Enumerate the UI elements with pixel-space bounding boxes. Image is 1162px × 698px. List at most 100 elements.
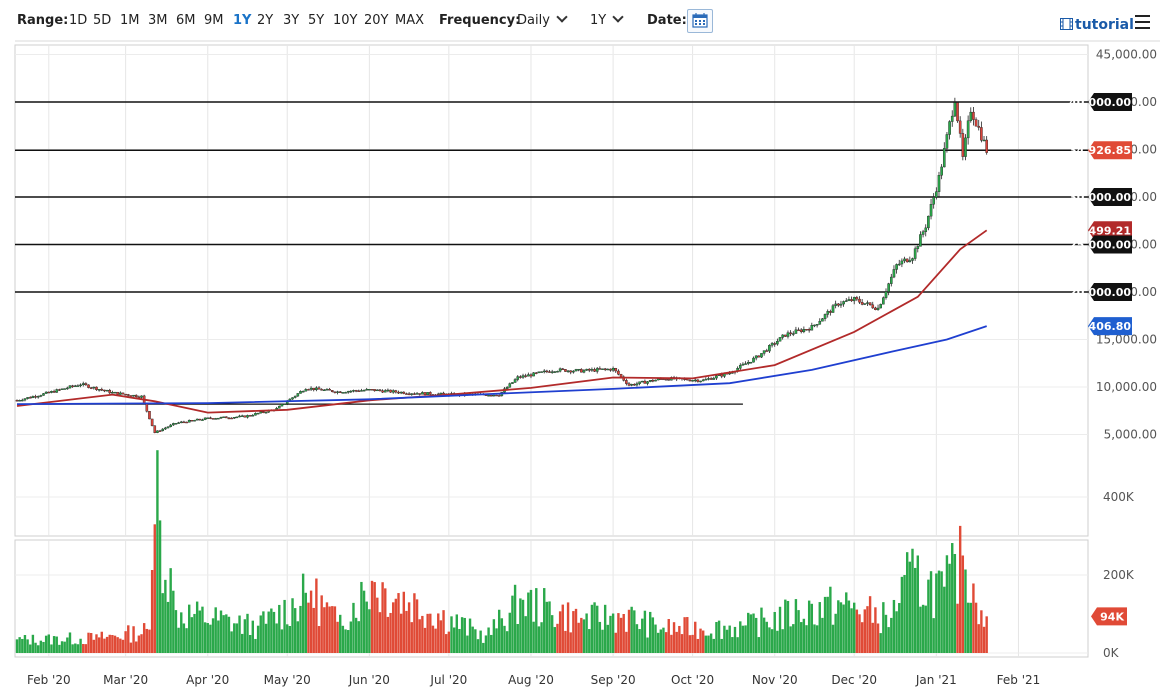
volume-bar (362, 590, 366, 653)
candle-body (908, 260, 912, 263)
candle-body (786, 332, 790, 337)
x-tick-label: Jun '20 (348, 673, 390, 687)
range-5d-button[interactable]: 5D (93, 13, 112, 28)
candle-body (550, 371, 554, 373)
volume-bar (209, 624, 212, 653)
volume-badge-label: 94K (1100, 610, 1124, 623)
volume-bar (929, 571, 933, 653)
volume-bar (513, 584, 517, 653)
range-1y-button[interactable]: 1Y (233, 13, 252, 28)
price-badge (1088, 221, 1132, 240)
range-9m-button[interactable]: 9M (204, 13, 224, 28)
range-max-button[interactable]: MAX (395, 13, 425, 28)
candle-body (844, 300, 848, 302)
volume-bar (479, 630, 482, 653)
candle-body (911, 258, 914, 261)
hamburger-menu-icon[interactable] (1135, 15, 1150, 29)
candle-body (913, 248, 917, 259)
candle-body (126, 394, 130, 396)
frequency-select[interactable]: Daily (517, 11, 568, 28)
volume-bar (646, 637, 649, 653)
candle-body (399, 391, 403, 394)
candle-body (132, 394, 135, 397)
volume-bar (460, 617, 464, 653)
volume-bar (315, 578, 318, 653)
range-1m-button[interactable]: 1M (120, 13, 140, 28)
volume-bar (839, 602, 843, 653)
candle-body (958, 120, 962, 134)
price-badge-label: 40,000.00 (1069, 96, 1131, 109)
candle-body (81, 383, 85, 386)
candle-body (802, 329, 806, 332)
period-select[interactable]: 1Y (590, 11, 624, 28)
candle-body (251, 415, 255, 417)
candle-body (63, 388, 66, 390)
volume-bar (935, 573, 938, 653)
volume-bar (100, 631, 103, 653)
range-10y-button[interactable]: 10Y (333, 13, 358, 28)
volume-bar (725, 629, 729, 653)
candle-body (100, 389, 104, 391)
volume-bar (845, 592, 848, 653)
candle-body (230, 417, 233, 420)
candle-body (357, 390, 361, 392)
candle-body (916, 246, 920, 249)
volume-bar (113, 635, 117, 653)
volume-bar (982, 626, 986, 653)
volume-bar (566, 602, 570, 653)
candle-body (198, 418, 202, 421)
candle-body (201, 419, 204, 421)
candle-body (179, 421, 183, 424)
volume-bar (92, 639, 96, 653)
candle-body (746, 362, 750, 364)
range-3m-button[interactable]: 3M (148, 13, 168, 28)
candle-body (203, 417, 207, 420)
candle-body (585, 368, 588, 371)
range-6m-button[interactable]: 6M (176, 13, 196, 28)
candle-body (362, 389, 366, 392)
volume-bar (82, 644, 85, 653)
range-5y-button[interactable]: 5Y (308, 13, 325, 28)
range-20y-button[interactable]: 20Y (364, 13, 389, 28)
candle-body (829, 311, 832, 313)
candle-body (569, 370, 573, 373)
volume-bar (505, 631, 509, 653)
volume-bar (288, 626, 292, 653)
candle-body (866, 302, 869, 304)
volume-bar (784, 599, 787, 653)
volume-bar (807, 600, 811, 653)
volume-bar (747, 612, 750, 653)
volume-bar (900, 576, 904, 653)
volume-bar (392, 602, 395, 653)
volume-bar (484, 635, 488, 653)
volume-bar (466, 635, 469, 653)
volume-bar (105, 636, 109, 653)
range-1d-button[interactable]: 1D (69, 13, 88, 28)
candle-body (79, 384, 82, 387)
price-badge (1088, 283, 1132, 301)
volume-bars (15, 450, 988, 653)
candle-body (352, 390, 355, 392)
volume-bar (619, 617, 623, 653)
volume-bar (868, 596, 872, 653)
volume-bar (654, 624, 657, 653)
volume-bar (42, 641, 45, 653)
date-picker-button[interactable] (687, 9, 713, 33)
candle-body (360, 390, 363, 392)
volume-bar (455, 614, 458, 653)
tutorial-link[interactable]: tutorial (1060, 17, 1134, 33)
range-2y-button[interactable]: 2Y (257, 13, 274, 28)
volume-bar (521, 599, 525, 653)
volume-bar (360, 581, 363, 653)
volume-bar (614, 632, 617, 653)
candle-body (243, 415, 247, 418)
volume-bar (177, 627, 180, 653)
volume-bar (381, 582, 384, 653)
candle-body (534, 372, 538, 374)
candle-body (291, 397, 294, 400)
candle-body (95, 386, 98, 391)
candle-body (71, 385, 74, 387)
volume-bar (50, 644, 53, 653)
range-3y-button[interactable]: 3Y (283, 13, 300, 28)
volume-bar (588, 629, 591, 653)
